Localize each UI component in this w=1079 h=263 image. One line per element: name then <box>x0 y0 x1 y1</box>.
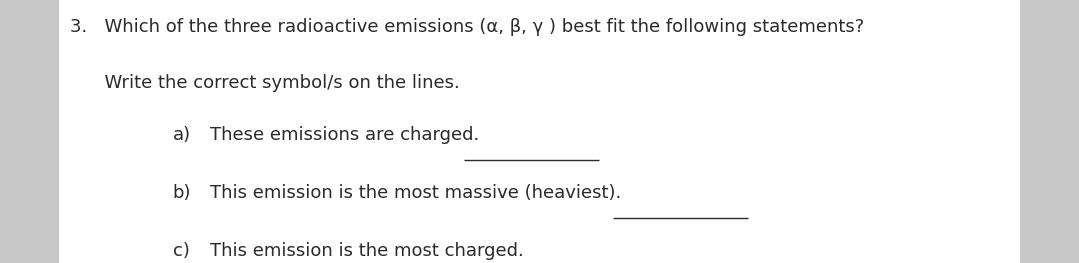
Text: a): a) <box>173 126 191 144</box>
Text: These emissions are charged.: These emissions are charged. <box>210 126 480 144</box>
Text: b): b) <box>173 184 191 202</box>
Text: Write the correct symbol/s on the lines.: Write the correct symbol/s on the lines. <box>70 74 460 92</box>
Text: 3.   Which of the three radioactive emissions (α, β, γ ) best fit the following : 3. Which of the three radioactive emissi… <box>70 18 864 36</box>
Text: This emission is the most massive (heaviest).: This emission is the most massive (heavi… <box>210 184 622 202</box>
Text: c): c) <box>173 242 190 260</box>
Text: This emission is the most charged.: This emission is the most charged. <box>210 242 524 260</box>
